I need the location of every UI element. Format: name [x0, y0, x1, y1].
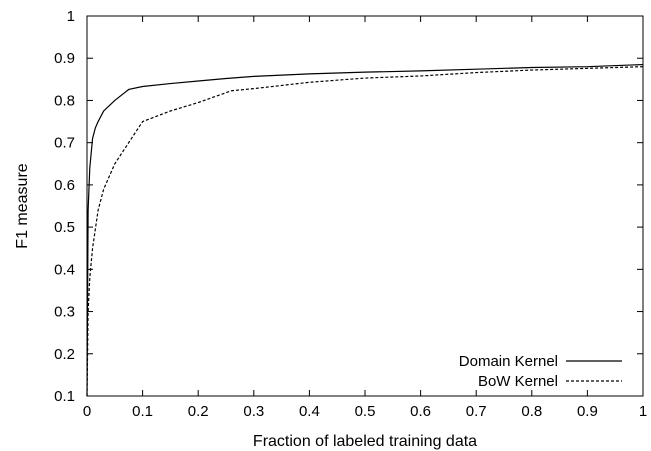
- legend: Domain Kernel BoW Kernel: [459, 353, 622, 390]
- y-axis-title: F1 measure: [14, 163, 31, 248]
- x-tick-label: 0.2: [188, 403, 209, 420]
- x-tick-label: 0.3: [243, 403, 264, 420]
- series-line-bow-kernel: [86, 66, 644, 397]
- x-tick-label: 0.6: [410, 403, 431, 420]
- x-axis-title: Fraction of labeled training data: [253, 433, 477, 450]
- x-tick-label: 0.4: [299, 403, 320, 420]
- y-tick-label: 0.8: [54, 92, 75, 109]
- y-tick-label: 0.3: [54, 304, 75, 321]
- y-tick-label: 0.4: [54, 261, 75, 278]
- legend-label: BoW Kernel: [478, 373, 558, 390]
- x-tick-label: 0.7: [466, 403, 487, 420]
- x-tick-label: 0.1: [132, 403, 153, 420]
- x-tick-label: 0.5: [355, 403, 376, 420]
- y-tick-label: 0.7: [54, 135, 75, 152]
- x-tick-label: 0.8: [521, 403, 542, 420]
- plot-frame: [86, 15, 644, 397]
- x-tick-label: 0: [83, 403, 91, 420]
- x-axis-ticks: 0 0.1 0.2 0.3 0.4 0.5 0.6 0.7 0.8 0.9 1: [83, 16, 647, 420]
- y-tick-label: 0.5: [54, 219, 75, 236]
- x-tick-label: 1: [639, 403, 647, 420]
- y-tick-label: 0.6: [54, 177, 75, 194]
- legend-label: Domain Kernel: [459, 353, 558, 370]
- y-tick-label: 0.1: [54, 388, 75, 405]
- y-tick-label: 1: [67, 8, 75, 25]
- y-tick-label: 0.2: [54, 346, 75, 363]
- plot-border: [86, 15, 644, 397]
- y-axis-ticks: 0.1 0.2 0.3 0.4 0.5 0.6 0.7 0.8 0.9 1: [54, 8, 643, 405]
- y-tick-label: 0.9: [54, 50, 75, 67]
- x-tick-label: 0.9: [577, 403, 598, 420]
- series-lines: [86, 63, 644, 397]
- series-line-domain-kernel: [86, 63, 644, 397]
